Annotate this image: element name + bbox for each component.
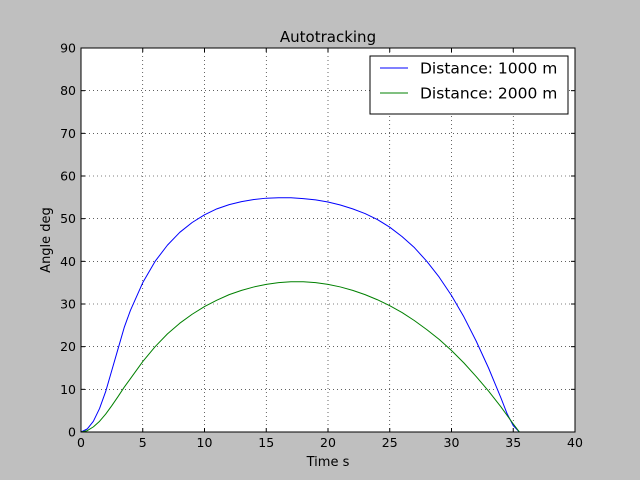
y-tick-label: 90 <box>60 41 76 56</box>
x-tick-label: 25 <box>382 435 398 450</box>
legend-label-1: Distance: 1000 m <box>420 60 557 78</box>
y-tick-label: 20 <box>60 339 76 354</box>
x-tick-label: 5 <box>139 435 147 450</box>
series-layer <box>80 197 520 433</box>
legend: Distance: 1000 m Distance: 2000 m <box>369 55 569 115</box>
x-tick-label: 20 <box>320 435 336 450</box>
y-tick-label: 0 <box>68 425 76 440</box>
x-tick-label: 10 <box>197 435 213 450</box>
y-tick-label: 50 <box>60 211 76 226</box>
y-axis-title: Angle deg <box>39 207 54 273</box>
y-tick-label: 60 <box>60 169 76 184</box>
y-tick-label: 40 <box>60 254 76 269</box>
x-tick-label: 35 <box>505 435 521 450</box>
series-line-1 <box>80 197 520 433</box>
x-tick-label: 15 <box>258 435 274 450</box>
y-tick-label: 70 <box>60 126 76 141</box>
legend-label-2: Distance: 2000 m <box>420 85 557 103</box>
ticks: 0 5 10 15 20 25 30 35 40 0 10 20 30 40 50 60 70 80 90 <box>60 41 583 451</box>
x-tick-label: 30 <box>444 435 460 450</box>
x-axis-title: Time s <box>306 455 350 470</box>
y-tick-label: 80 <box>60 83 76 98</box>
y-tick-label: 10 <box>60 382 76 397</box>
y-tick-label: 30 <box>60 297 76 312</box>
x-tick-label: 0 <box>77 435 85 450</box>
chart-title: Autotracking <box>280 28 376 46</box>
legend-box <box>369 55 569 115</box>
x-tick-label: 40 <box>567 435 583 450</box>
grid <box>81 48 575 432</box>
series-line-2 <box>80 281 520 433</box>
